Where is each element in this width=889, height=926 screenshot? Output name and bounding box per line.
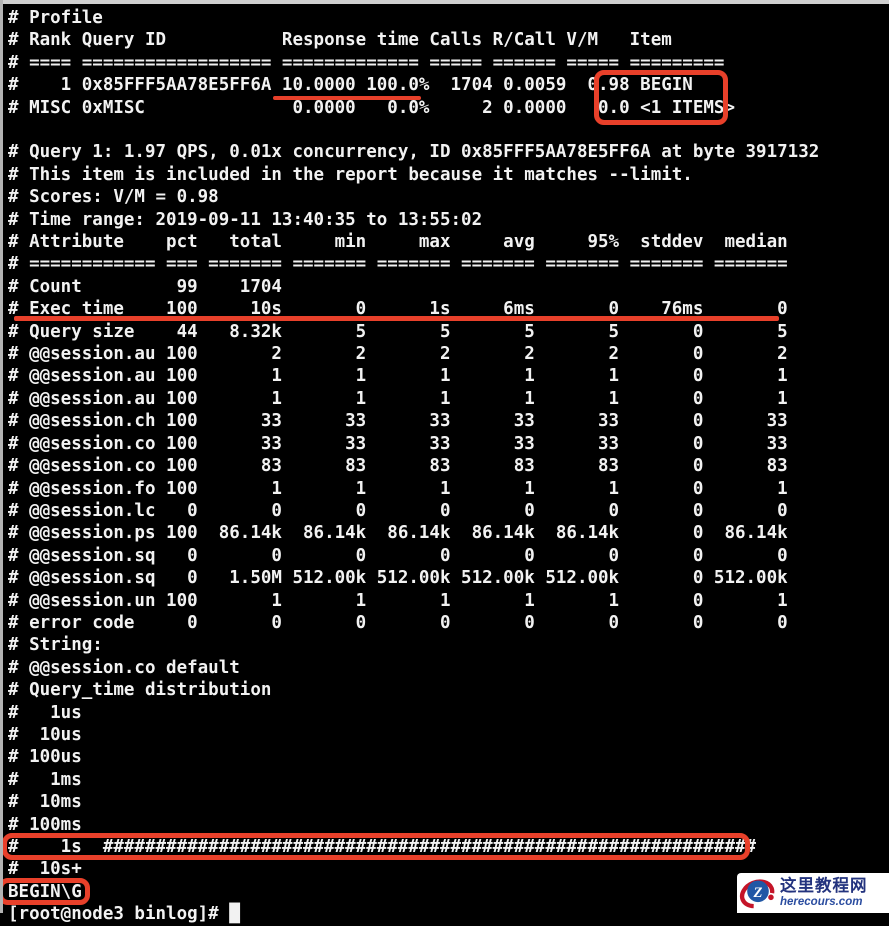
terminal-line: # @@session.au 100 2 2 2 2 2 0 2 [8,344,788,365]
terminal-line: # Query size 44 8.32k 5 5 5 5 0 5 [8,321,788,342]
terminal-line: # Exec time 100 10s 0 1s 6ms 0 76ms 0 [8,299,788,320]
terminal-line: # @@session.sq 0 1.50M 512.00k 512.00k 5… [8,568,788,589]
watermark-logo-icon: Z [739,879,775,909]
terminal-line: # Query_time distribution [8,680,272,701]
terminal-line: # @@session.lc 0 0 0 0 0 0 0 0 [8,500,788,521]
terminal-line: # 1ms [8,769,82,790]
watermark-site-url: herecours.com [780,895,863,908]
terminal-line: # 100us [8,747,82,768]
terminal-line: # @@session.au 100 1 1 1 1 1 0 1 [8,366,788,387]
terminal-line: # @@session.co default [8,657,240,678]
terminal-line: # @@session.co 100 83 83 83 83 83 0 83 [8,456,788,477]
terminal-line: # @@session.sq 0 0 0 0 0 0 0 0 [8,545,788,566]
terminal-line: # Count 99 1704 [8,276,282,297]
terminal-line: # 10us [8,724,82,745]
terminal-line: # Attribute pct total min max avg 95% st… [8,232,788,253]
terminal-line: # 1s ###################################… [8,837,757,858]
window-left-edge [0,0,3,913]
terminal-line: # MISC 0xMISC 0.0000 0.0% 2 0.0000 0.0 <… [8,97,735,118]
terminal-line: # @@session.co 100 33 33 33 33 33 0 33 [8,433,788,454]
terminal-line: # 1us [8,702,82,723]
terminal-line: # 10s+ [8,859,82,880]
terminal-line: BEGIN\G [8,881,82,902]
watermark-site-name: 这里教程网 [780,877,868,896]
terminal-line: # Profile [8,8,103,28]
terminal-line: # Scores: V/M = 0.98 [8,187,219,208]
terminal-line: # @@session.ps 100 86.14k 86.14k 86.14k … [8,523,788,544]
terminal-line: # ============ === ======= ======= =====… [8,254,788,275]
terminal-line: # @@session.au 100 1 1 1 1 1 0 1 [8,388,788,409]
terminal-line: # @@session.ch 100 33 33 33 33 33 0 33 [8,411,788,432]
terminal-line: # @@session.fo 100 1 1 1 1 1 0 1 [8,478,788,499]
terminal-line: # error code 0 0 0 0 0 0 0 0 [8,612,788,633]
terminal-line: # 1 0x85FFF5AA78E5FF6A 10.0000 100.0% 17… [8,75,693,96]
window-top-edge [0,0,889,4]
terminal-line [8,119,889,141]
terminal-line: # 100ms [8,814,82,835]
terminal-line: # String: [8,635,103,656]
terminal-line: # Time range: 2019-09-11 13:40:35 to 13:… [8,209,483,230]
terminal-line: # @@session.un 100 1 1 1 1 1 0 1 [8,590,788,611]
terminal-line: # Rank Query ID Response time Calls R/Ca… [8,30,672,51]
watermark-logo-letter: Z [753,885,763,901]
terminal-line: # 10ms [8,792,82,813]
watermark: Z 这里教程网 herecours.com [737,873,889,913]
terminal-line: # ==== ================== ============= … [8,52,725,73]
terminal-line: # This item is included in the report be… [8,164,693,185]
terminal-line: # Query 1: 1.97 QPS, 0.01x concurrency, … [8,142,820,163]
